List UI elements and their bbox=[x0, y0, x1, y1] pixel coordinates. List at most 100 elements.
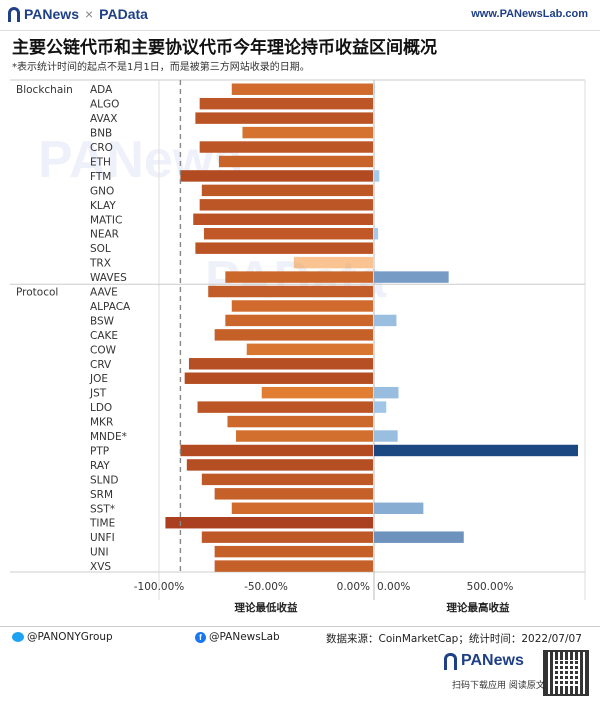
min-return-bar bbox=[214, 488, 373, 500]
group-label: Blockchain bbox=[16, 84, 73, 96]
qr-code-icon[interactable] bbox=[543, 650, 589, 696]
twitter-icon bbox=[12, 632, 24, 642]
twitter-handle: @PANONYGroup bbox=[27, 631, 113, 643]
brand-separator: × bbox=[84, 6, 94, 22]
bottom-area: PANews 扫码下载应用 阅读原文 bbox=[0, 648, 600, 702]
min-return-bar bbox=[199, 199, 373, 211]
bottom-caption: 扫码下载应用 阅读原文 bbox=[452, 681, 545, 691]
token-label: TRX bbox=[89, 258, 111, 270]
footer: @PANONYGroup f @PANewsLab 数据来源：CoinMarke… bbox=[0, 626, 600, 647]
left-tick-label: -50.00% bbox=[244, 581, 288, 593]
token-label: ALPACA bbox=[90, 301, 131, 313]
max-return-bar bbox=[374, 386, 399, 399]
group-label: Protocol bbox=[16, 287, 58, 299]
token-label: COW bbox=[90, 344, 117, 356]
bottom-brand: PANews bbox=[444, 652, 524, 670]
token-label: ALGO bbox=[90, 99, 119, 111]
min-return-bar bbox=[227, 415, 373, 428]
min-return-bar bbox=[186, 459, 373, 471]
max-return-bar bbox=[374, 444, 578, 457]
data-source: 数据来源：CoinMarketCap；统计时间：2022/07/07 bbox=[326, 633, 582, 645]
brand-padata: PAData bbox=[99, 6, 148, 22]
min-return-bar bbox=[231, 83, 373, 95]
min-return-bar bbox=[199, 141, 373, 153]
max-return-bar bbox=[374, 83, 375, 95]
token-label: PTP bbox=[90, 445, 109, 457]
min-return-bar bbox=[208, 285, 373, 298]
token-label: CAKE bbox=[90, 330, 118, 342]
max-return-bar bbox=[374, 170, 380, 182]
panews-logo-icon bbox=[8, 6, 20, 22]
site-url[interactable]: www.PANewsLab.com bbox=[471, 8, 588, 20]
top-banner: PANews × PAData www.PANewsLab.com bbox=[0, 0, 600, 31]
left-tick-label: -100.00% bbox=[134, 581, 185, 593]
token-label: CRV bbox=[90, 359, 112, 371]
token-label: XVS bbox=[90, 561, 111, 573]
bottom-brand-text: PANews bbox=[461, 652, 524, 669]
token-label: MNDE* bbox=[90, 431, 127, 443]
token-label: NEAR bbox=[90, 229, 119, 241]
chart: Blockchain ADA ALGO AVAX BNB CRO ETH FTM GNO KLAY… bbox=[10, 79, 586, 614]
min-return-bar bbox=[201, 184, 373, 197]
min-return-bar bbox=[236, 430, 373, 442]
token-label: KLAY bbox=[90, 200, 116, 212]
min-return-bar bbox=[293, 256, 373, 269]
token-label: BSW bbox=[90, 315, 115, 327]
token-label: UNI bbox=[90, 547, 109, 559]
min-return-bar bbox=[201, 531, 373, 543]
min-return-bar bbox=[231, 502, 373, 514]
max-return-bar bbox=[374, 502, 424, 514]
left-axis-label: 理论最低收益 bbox=[235, 601, 298, 614]
max-return-bar bbox=[374, 401, 387, 413]
page-title: 主要公链代币和主要协议代币今年理论持币收益区间概况 bbox=[12, 38, 437, 58]
min-return-bar bbox=[225, 314, 373, 327]
token-label: UNFI bbox=[90, 532, 115, 544]
min-return-bar bbox=[214, 329, 373, 341]
token-label: ADA bbox=[90, 84, 113, 96]
right-tick-label: 0.00% bbox=[377, 581, 410, 593]
min-return-bar bbox=[184, 372, 373, 384]
right-tick-label: 500.00% bbox=[467, 581, 514, 593]
footer-facebook[interactable]: f @PANewsLab bbox=[195, 631, 280, 643]
token-label: SOL bbox=[90, 243, 111, 255]
min-return-bar bbox=[180, 444, 373, 457]
token-label: GNO bbox=[90, 185, 114, 197]
token-label: JOE bbox=[89, 373, 108, 385]
token-label: AVAX bbox=[90, 113, 117, 125]
min-return-bar bbox=[214, 560, 373, 572]
min-return-bar bbox=[195, 112, 373, 124]
min-return-bar bbox=[203, 228, 373, 240]
left-tick-label: 0.00% bbox=[337, 581, 370, 593]
min-return-bar bbox=[180, 170, 373, 182]
min-return-bar bbox=[214, 545, 373, 558]
token-label: JST bbox=[89, 388, 107, 400]
min-return-bar bbox=[188, 358, 373, 370]
right-axis-label: 理论最高收益 bbox=[447, 601, 510, 614]
page-subtitle: *表示统计时间的起点不是1月1日，而是被第三方网站收录的日期。 bbox=[12, 62, 310, 73]
max-return-bar bbox=[374, 228, 379, 240]
token-label: FTM bbox=[90, 171, 111, 183]
token-label: AAVE bbox=[90, 287, 118, 299]
max-return-bar bbox=[374, 430, 398, 442]
footer-twitter[interactable]: @PANONYGroup bbox=[12, 631, 113, 643]
max-return-bar bbox=[374, 271, 449, 283]
min-return-bar bbox=[261, 386, 373, 399]
token-label: ETH bbox=[90, 156, 111, 168]
token-label: SRM bbox=[90, 489, 113, 501]
min-return-bar bbox=[231, 300, 373, 312]
max-return-bar bbox=[374, 531, 464, 543]
token-label: TIME bbox=[89, 518, 115, 530]
panews-logo-icon bbox=[444, 652, 457, 670]
min-return-bar bbox=[225, 271, 373, 283]
min-return-bar bbox=[199, 97, 373, 110]
token-label: WAVES bbox=[90, 272, 127, 284]
token-label: MATIC bbox=[90, 214, 122, 226]
token-label: BNB bbox=[90, 128, 112, 140]
min-return-bar bbox=[165, 517, 373, 529]
token-label: CRO bbox=[90, 142, 113, 154]
min-return-bar bbox=[195, 242, 373, 254]
min-return-bar bbox=[242, 126, 373, 139]
min-return-bar bbox=[218, 155, 373, 168]
footer-source: 数据来源：CoinMarketCap；统计时间：2022/07/07 bbox=[326, 631, 582, 646]
brand-panews: PANews bbox=[24, 6, 79, 22]
